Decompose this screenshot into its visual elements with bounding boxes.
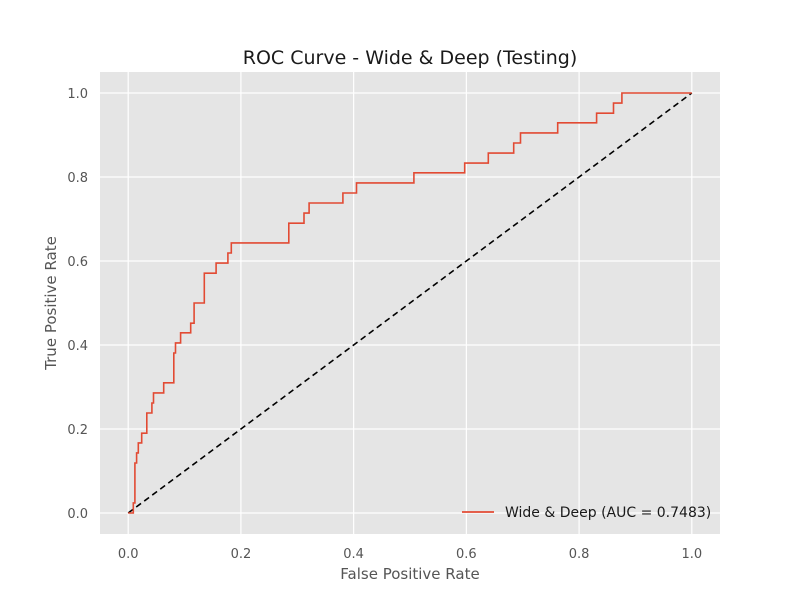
y-tick-label: 0.0 bbox=[67, 507, 88, 522]
y-tick-label: 0.6 bbox=[67, 255, 88, 270]
x-axis-label: False Positive Rate bbox=[340, 565, 479, 583]
x-tick-label: 0.2 bbox=[231, 547, 252, 562]
grid-lines bbox=[100, 72, 720, 534]
x-tick-label: 0.8 bbox=[569, 547, 590, 562]
legend: Wide & Deep (AUC = 0.7483) bbox=[462, 505, 711, 521]
roc-line bbox=[128, 92, 692, 514]
x-tick-label: 1.0 bbox=[681, 547, 702, 562]
y-tick-label: 0.2 bbox=[67, 423, 88, 438]
x-tick-label: 0.0 bbox=[118, 547, 139, 562]
x-tick-labels: 0.0 0.2 0.4 0.6 0.8 1.0 bbox=[118, 547, 702, 562]
roc-curve bbox=[128, 92, 692, 514]
diagonal-line bbox=[127, 92, 693, 514]
x-tick-label: 0.4 bbox=[343, 547, 364, 562]
y-tick-label: 0.8 bbox=[67, 171, 88, 186]
y-tick-labels: 0.0 0.2 0.4 0.6 0.8 1.0 bbox=[67, 87, 88, 522]
diagonal-reference-line bbox=[127, 92, 693, 514]
chart-title: ROC Curve - Wide & Deep (Testing) bbox=[243, 47, 577, 69]
y-tick-label: 0.4 bbox=[67, 339, 88, 354]
x-tick-label: 0.6 bbox=[456, 547, 477, 562]
y-tick-label: 1.0 bbox=[67, 87, 88, 102]
legend-label-roc: Wide & Deep (AUC = 0.7483) bbox=[505, 505, 711, 521]
y-axis-label: True Positive Rate bbox=[42, 236, 60, 371]
